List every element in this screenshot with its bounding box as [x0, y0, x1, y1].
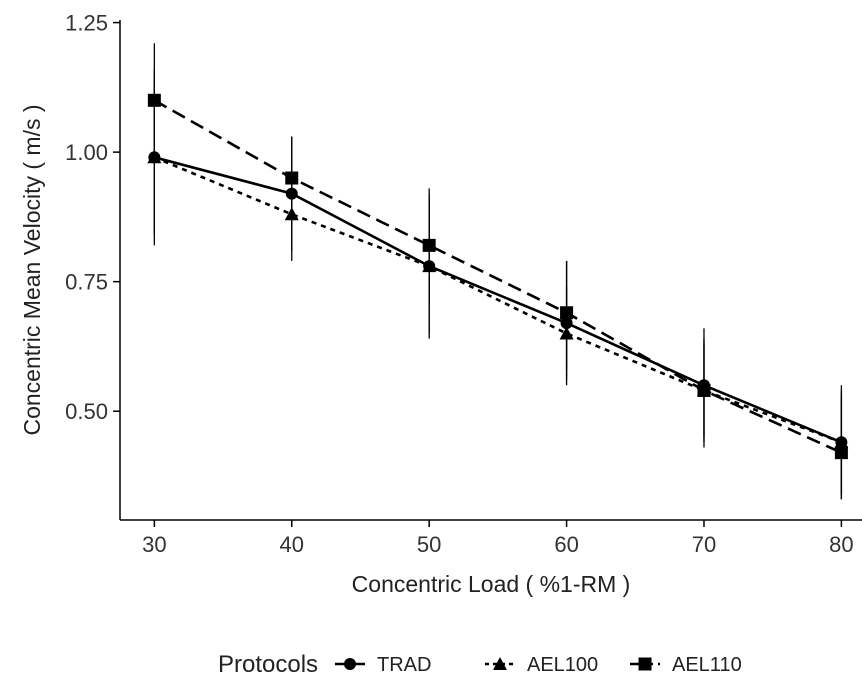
legend-key-marker	[344, 658, 356, 670]
series-line	[153, 99, 842, 454]
data-point	[560, 306, 574, 320]
legend-label: AEL110	[672, 654, 742, 676]
series-ael100	[147, 79, 849, 495]
x-axis-ticks: 30 40 50 60 70 80	[142, 520, 854, 557]
data-point	[697, 383, 711, 397]
x-tick-label: 60	[554, 532, 578, 557]
legend: Protocols TRAD AEL100 AEL110	[218, 651, 742, 678]
series-trad	[148, 69, 848, 500]
y-axis-title: Concentric Mean Velocity ( m/s )	[19, 104, 45, 435]
legend-label: TRAD	[377, 654, 431, 676]
data-point	[147, 93, 161, 107]
legend-key-marker	[638, 657, 652, 671]
legend-item-ael110: AEL110	[630, 654, 742, 676]
x-tick-label: 40	[280, 532, 304, 557]
series-line	[154, 156, 842, 444]
legend-key-marker	[493, 657, 507, 670]
legend-item-trad: TRAD	[335, 654, 431, 676]
data-point	[834, 446, 848, 460]
data-point	[422, 238, 436, 252]
x-tick-label: 50	[417, 532, 441, 557]
legend-label: AEL100	[527, 654, 598, 676]
x-tick-label: 70	[692, 532, 716, 557]
y-axis-ticks: 0.50 0.75 1.00 1.25	[65, 11, 120, 424]
data-point	[147, 150, 162, 164]
y-tick-label: 0.75	[65, 270, 108, 295]
x-axis-title: Concentric Load ( %1-RM )	[352, 571, 631, 597]
legend-item-ael100: AEL100	[485, 654, 598, 676]
legend-items: TRAD AEL100 AEL110	[335, 654, 742, 676]
x-tick-label: 80	[829, 532, 853, 557]
series-ael110	[147, 43, 848, 500]
series-line	[153, 156, 842, 444]
x-tick-label: 30	[142, 532, 166, 557]
y-tick-label: 1.00	[65, 140, 108, 165]
y-tick-label: 0.50	[65, 399, 108, 424]
y-tick-label: 1.25	[65, 11, 108, 36]
legend-title: Protocols	[218, 651, 318, 678]
data-point	[285, 171, 299, 185]
plot-area	[147, 43, 849, 500]
